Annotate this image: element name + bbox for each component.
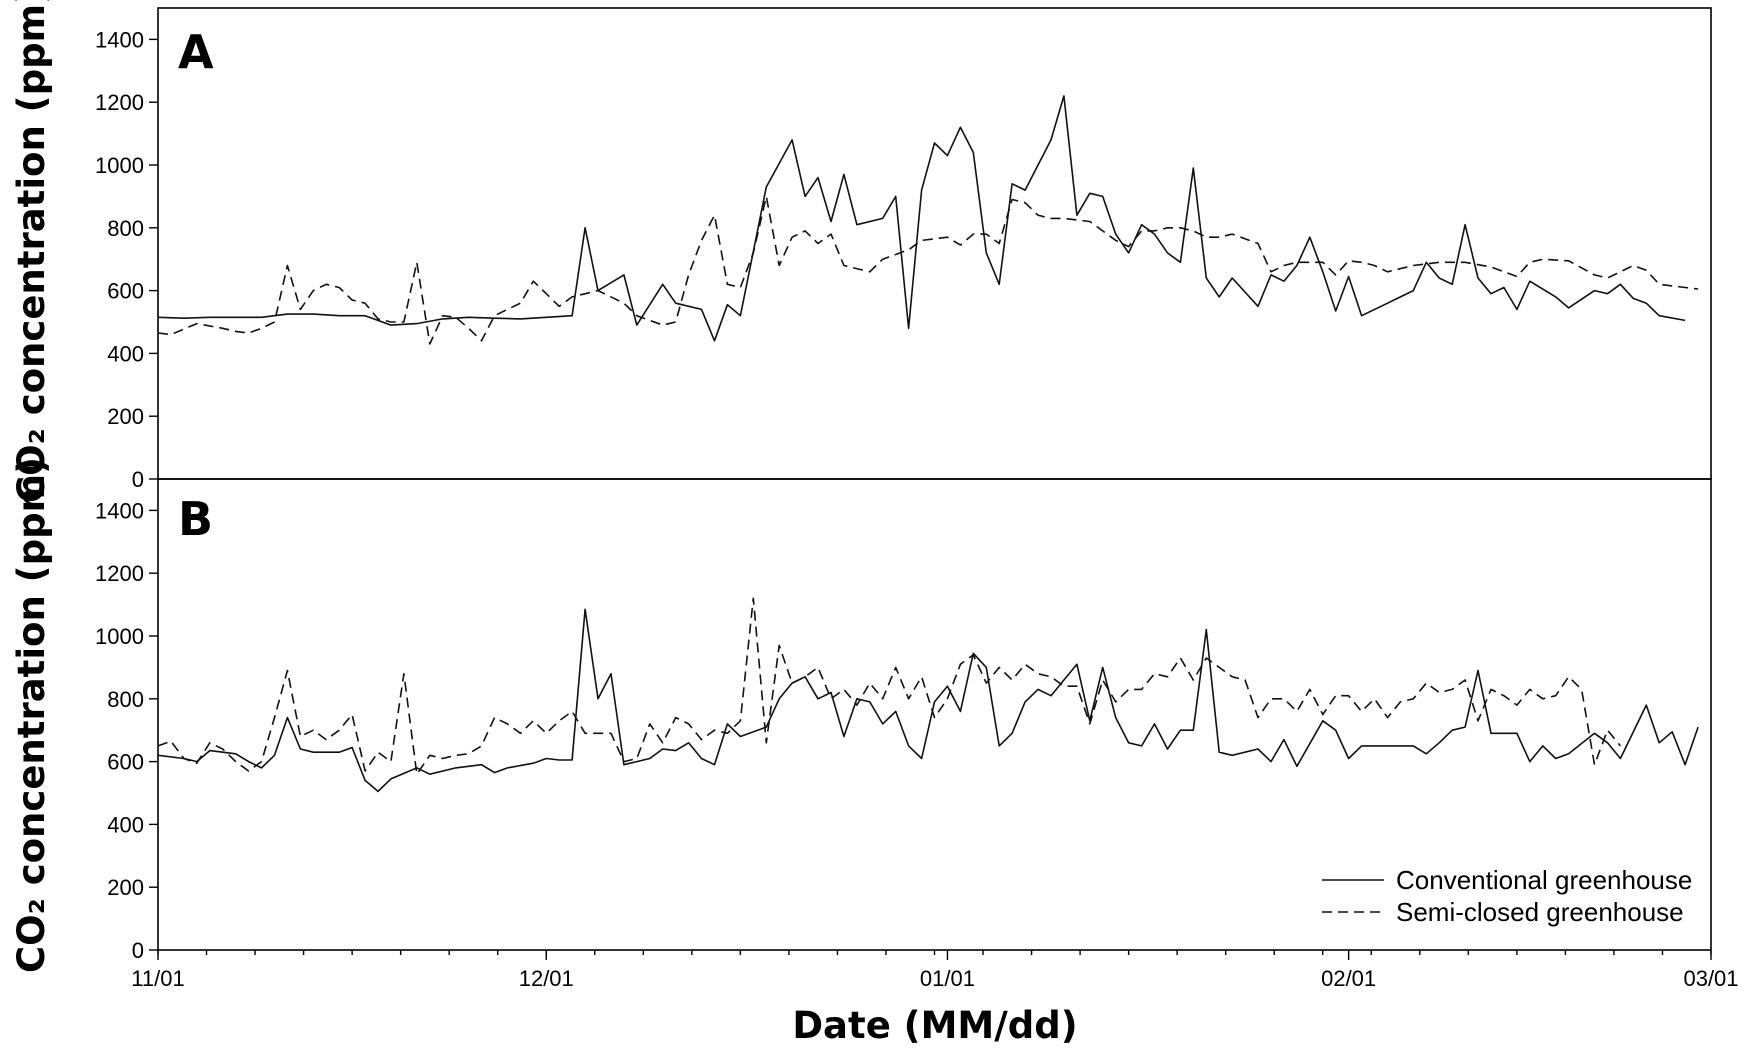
panel-a-y-tick-label: 1400 <box>95 27 144 52</box>
panel-a-label: A <box>178 25 214 79</box>
x-tick-label: 03/01 <box>1683 966 1738 991</box>
x-tick-label: 12/01 <box>519 966 574 991</box>
panel-a-y-tick-label: 1000 <box>95 153 144 178</box>
panel-b-y-tick-label: 400 <box>107 812 144 837</box>
panel-b: B CO₂ concentration (ppm) 0 200 400 600 800 1… <box>10 457 1739 991</box>
panel-b-y-tick-label: 200 <box>107 875 144 900</box>
panel-b-semi-closed-line <box>157 597 1622 776</box>
panel-b-y-tick-label: 1200 <box>95 561 144 586</box>
panel-a-y-tick-label: 0 <box>132 467 144 492</box>
panel-a-y-tick-label: 1200 <box>95 90 144 115</box>
panel-a-y-ticks: 0 200 400 600 800 1000 1200 1400 <box>95 27 158 492</box>
panel-a-series <box>157 95 1699 345</box>
panel-b-x-ticks: 11/01 12/01 01/01 02/01 03/01 <box>131 950 1739 991</box>
legend-label-conventional: Conventional greenhouse <box>1396 865 1692 895</box>
panel-a-frame <box>157 7 1712 480</box>
panel-b-y-tick-label: 800 <box>107 687 144 712</box>
panel-a-y-tick-label: 600 <box>107 279 144 304</box>
panel-b-y-ticks: 0 200 400 600 800 1000 1200 1400 <box>95 498 158 963</box>
panel-b-y-tick-label: 0 <box>132 938 144 963</box>
x-axis-title: Date (MM/dd) <box>792 1004 1077 1047</box>
panel-a-y-tick-label: 200 <box>107 404 144 429</box>
panel-b-series <box>157 597 1699 793</box>
panel-b-y-tick-label: 1400 <box>95 498 144 523</box>
panel-b-label: B <box>178 492 213 546</box>
panel-a-y-tick-label: 800 <box>107 216 144 241</box>
legend-label-semi-closed: Semi-closed greenhouse <box>1396 897 1684 927</box>
x-tick-label: 02/01 <box>1321 966 1376 991</box>
panel-b-conventional-line <box>157 608 1699 793</box>
x-tick-label: 11/01 <box>131 966 184 991</box>
panel-a: A CO₂ concentration (ppm) 0 200 400 600 800 1… <box>10 0 1712 503</box>
panel-b-y-tick-label: 600 <box>107 750 144 775</box>
panel-a-semi-closed-line <box>157 195 1699 345</box>
x-tick-label: 01/01 <box>920 966 975 991</box>
legend: Conventional greenhouse Semi-closed gree… <box>1322 865 1692 927</box>
panel-b-y-axis-title: CO₂ concentration (ppm) <box>10 457 53 973</box>
panel-a-conventional-line <box>157 95 1686 342</box>
panel-b-y-tick-label: 1000 <box>95 624 144 649</box>
panel-a-y-tick-label: 400 <box>107 341 144 366</box>
panel-a-y-axis-title: CO₂ concentration (ppm) <box>10 0 53 503</box>
